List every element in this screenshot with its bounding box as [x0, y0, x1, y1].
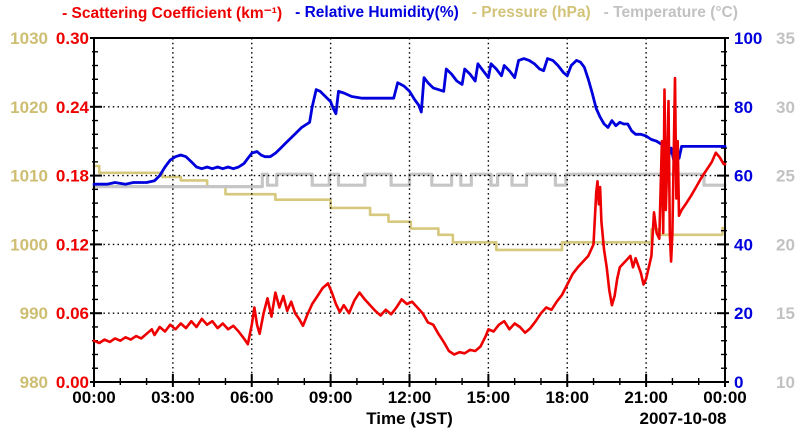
ytick-label-scattering: 0.00 [56, 373, 89, 392]
ytick-label-humidity: 40 [734, 235, 753, 254]
xtick-label: 00:00 [72, 388, 115, 407]
ytick-label-temperature: 30 [776, 98, 795, 117]
date-label: 2007-10-08 [640, 409, 727, 428]
ytick-label-scattering: 0.18 [56, 167, 89, 186]
ytick-label-scattering: 0.12 [56, 235, 89, 254]
ytick-label-humidity: 20 [734, 304, 753, 323]
ytick-label-humidity: 60 [734, 167, 753, 186]
xtick-label: 06:00 [230, 388, 273, 407]
chart-legend: - Scattering Coefficient (km⁻¹) - Relati… [0, 4, 800, 23]
ytick-label-pressure: 990 [20, 304, 48, 323]
ytick-label-temperature: 15 [776, 304, 795, 323]
ytick-label-humidity: 0 [734, 373, 743, 392]
xtick-label: 15:00 [467, 388, 510, 407]
ytick-label-scattering: 0.30 [56, 29, 89, 48]
xtick-label: 18:00 [546, 388, 589, 407]
ytick-label-pressure: 1030 [10, 29, 48, 48]
ytick-label-temperature: 10 [776, 373, 795, 392]
xtick-label: 21:00 [624, 388, 667, 407]
xtick-label: 03:00 [151, 388, 194, 407]
ytick-label-scattering: 0.06 [56, 304, 89, 323]
ytick-label-humidity: 80 [734, 98, 753, 117]
ytick-label-temperature: 20 [776, 235, 795, 254]
ytick-label-humidity: 100 [734, 29, 762, 48]
ytick-label-pressure: 1010 [10, 167, 48, 186]
xtick-label: 12:00 [388, 388, 431, 407]
ytick-label-pressure: 1020 [10, 98, 48, 117]
ytick-label-pressure: 980 [20, 373, 48, 392]
series-temperature [92, 172, 727, 189]
legend-item-scattering: - Scattering Coefficient (km⁻¹) [62, 5, 283, 22]
ytick-label-scattering: 0.24 [56, 98, 90, 117]
series-scattering_coefficient [92, 76, 727, 356]
x-axis-title: Time (JST) [366, 409, 453, 428]
series-relative_humidity [92, 57, 727, 186]
legend-item-pressure: - Pressure (hPa) [471, 4, 591, 21]
xtick-label: 00:00 [703, 388, 746, 407]
legend-item-humidity: - Relative Humidity(%) [295, 4, 459, 21]
xtick-label: 09:00 [309, 388, 352, 407]
ytick-label-temperature: 35 [776, 29, 795, 48]
legend-item-temperature: - Temperature (°C) [603, 4, 738, 21]
ytick-label-pressure: 1000 [10, 235, 48, 254]
ytick-label-temperature: 25 [776, 167, 795, 186]
